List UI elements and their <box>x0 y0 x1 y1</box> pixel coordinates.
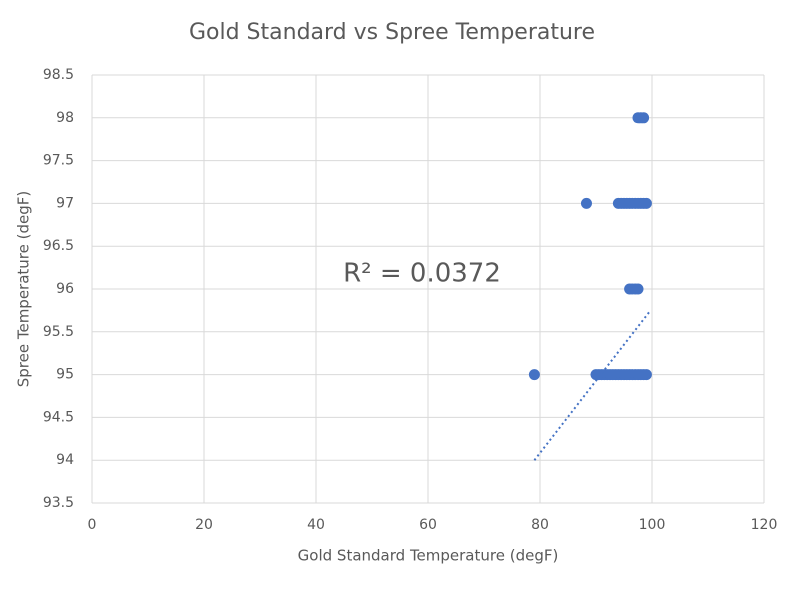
point <box>640 369 652 381</box>
x-tick-label: 40 <box>307 517 325 533</box>
y-tick-label: 94 <box>56 452 74 468</box>
point <box>632 283 644 295</box>
x-tick-label: 20 <box>195 517 213 533</box>
y-tick-label: 94.5 <box>43 409 74 425</box>
x-tick-label: 120 <box>751 517 778 533</box>
point <box>528 369 540 381</box>
y-tick-label: 98.5 <box>43 67 74 83</box>
y-tick-label: 97 <box>56 195 74 211</box>
y-tick-label: 95 <box>56 367 74 383</box>
y-tick-label: 97.5 <box>43 153 74 169</box>
x-tick-label: 0 <box>88 517 97 533</box>
point <box>640 197 652 209</box>
point <box>580 197 592 209</box>
y-tick-label: 96 <box>56 281 74 297</box>
y-tick-label: 96.5 <box>43 238 74 254</box>
y-axis-title: Spree Temperature (degF) <box>15 191 33 388</box>
y-tick-label: 95.5 <box>43 324 74 340</box>
trendline <box>533 311 650 461</box>
r-squared: R² = 0.0372 <box>343 259 501 289</box>
chart-title: Gold Standard vs Spree Temperature <box>189 20 595 45</box>
point <box>638 112 650 124</box>
x-tick-label: 100 <box>639 517 666 533</box>
x-tick-label: 60 <box>419 517 437 533</box>
x-axis-title: Gold Standard Temperature (degF) <box>298 547 559 565</box>
y-tick-label: 98 <box>56 110 74 126</box>
y-tick-label: 93.5 <box>43 495 74 511</box>
x-tick-label: 80 <box>531 517 549 533</box>
